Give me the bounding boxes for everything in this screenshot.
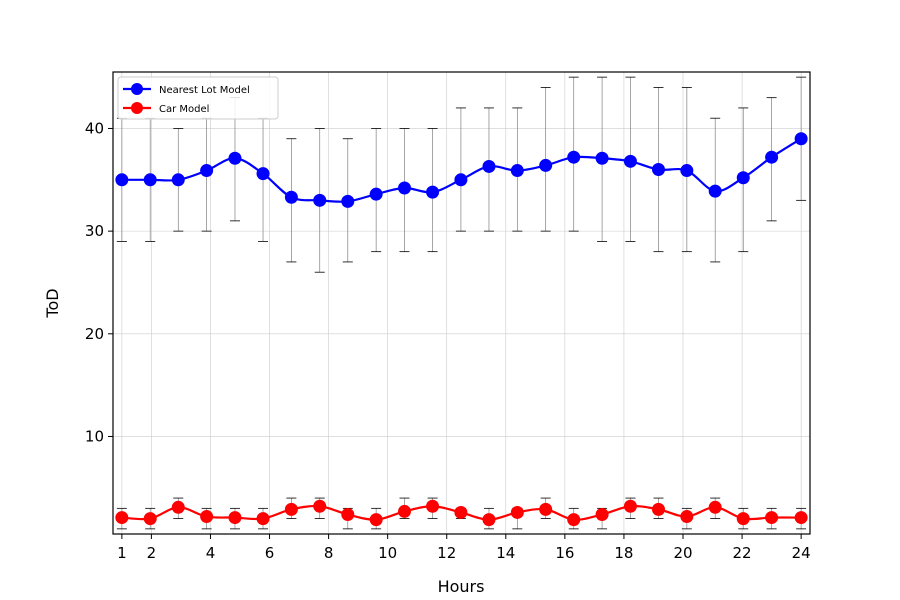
y-axis-title: ToD <box>43 288 62 318</box>
data-point <box>567 513 581 527</box>
x-tick-label: 8 <box>324 544 334 562</box>
data-point <box>171 173 185 187</box>
data-point <box>284 190 298 204</box>
x-tick-label: 22 <box>733 544 752 562</box>
data-point <box>539 502 553 516</box>
data-point <box>284 502 298 516</box>
data-point <box>454 505 468 519</box>
data-point <box>510 164 524 178</box>
data-point <box>736 171 750 185</box>
data-point <box>482 159 496 173</box>
data-point <box>426 185 440 199</box>
data-point <box>143 173 157 187</box>
data-point <box>623 154 637 168</box>
data-point <box>143 512 157 526</box>
data-point <box>397 181 411 195</box>
y-axis-ticks: 10 20 30 40 <box>85 119 113 445</box>
data-point <box>539 158 553 172</box>
data-point <box>228 151 242 165</box>
data-point <box>567 150 581 164</box>
x-tick-label: 12 <box>437 544 456 562</box>
y-tick-label: 20 <box>85 325 104 343</box>
y-tick-label: 10 <box>85 427 104 445</box>
data-point <box>794 132 808 146</box>
x-tick-label: 20 <box>673 544 692 562</box>
x-tick-label: 16 <box>555 544 574 562</box>
legend-marker <box>131 83 143 95</box>
data-point <box>313 193 327 207</box>
data-point <box>256 167 270 181</box>
data-point <box>595 151 609 165</box>
data-point <box>708 184 722 198</box>
x-axis-title: Hours <box>438 577 485 596</box>
data-point <box>313 499 327 513</box>
data-point <box>651 502 665 516</box>
grid <box>113 72 810 534</box>
y-tick-label: 30 <box>85 222 104 240</box>
x-tick-label: 2 <box>147 544 157 562</box>
x-axis-ticks: 1 2 4 6 8 10 12 14 16 18 20 22 24 <box>117 534 811 562</box>
data-point <box>708 500 722 514</box>
x-tick-label: 6 <box>265 544 275 562</box>
data-point <box>341 507 355 521</box>
data-point <box>256 512 270 526</box>
data-point <box>369 513 383 527</box>
data-point <box>680 164 694 178</box>
x-tick-label: 18 <box>614 544 633 562</box>
legend-label: Nearest Lot Model <box>159 85 250 96</box>
x-tick-label: 24 <box>792 544 811 562</box>
data-point <box>765 511 779 525</box>
x-tick-label: 10 <box>378 544 397 562</box>
data-point <box>426 499 440 513</box>
series-points <box>115 132 808 527</box>
data-point <box>680 510 694 524</box>
x-tick-label: 14 <box>496 544 515 562</box>
legend: Nearest Lot Model Car Model <box>117 76 279 120</box>
data-point <box>115 511 129 525</box>
data-point <box>510 505 524 519</box>
data-point <box>171 500 185 514</box>
legend-label: Car Model <box>159 104 209 115</box>
data-point <box>200 164 214 178</box>
data-point <box>228 511 242 525</box>
data-point <box>595 507 609 521</box>
y-tick-label: 40 <box>85 119 104 137</box>
legend-box <box>117 76 279 120</box>
legend-marker <box>131 102 143 114</box>
data-point <box>482 513 496 527</box>
data-point <box>623 499 637 513</box>
data-point <box>341 194 355 208</box>
plot-area <box>113 72 810 534</box>
data-point <box>454 173 468 187</box>
data-point <box>369 187 383 201</box>
data-point <box>794 511 808 525</box>
plot-frame <box>112 71 811 535</box>
data-point <box>765 150 779 164</box>
data-point <box>115 173 129 187</box>
data-point <box>736 512 750 526</box>
data-point <box>651 163 665 177</box>
x-tick-label: 1 <box>117 544 127 562</box>
x-tick-label: 4 <box>206 544 216 562</box>
data-point <box>200 510 214 524</box>
data-point <box>397 504 411 518</box>
